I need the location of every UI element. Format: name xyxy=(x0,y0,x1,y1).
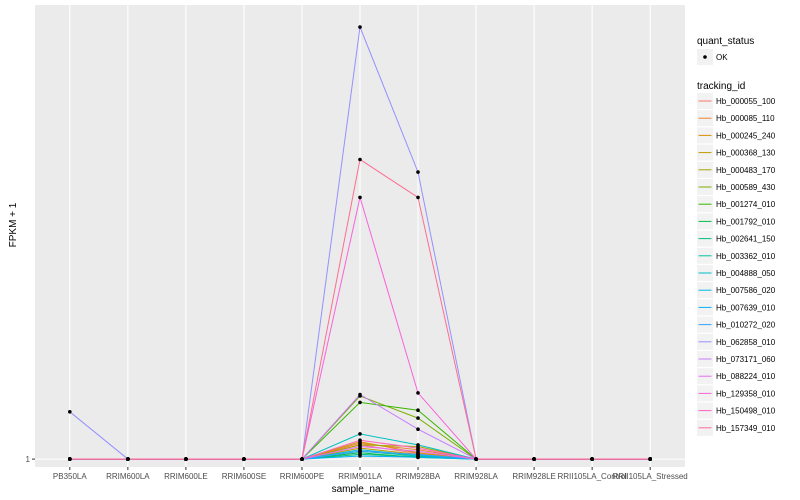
legend-label-series: Hb_062858_010 xyxy=(716,338,776,347)
legend-label-status: OK xyxy=(716,53,728,62)
data-point xyxy=(590,457,594,461)
x-tick-label: PB350LA xyxy=(53,472,87,481)
legend-label-series: Hb_129358_010 xyxy=(716,389,776,398)
data-point xyxy=(242,457,246,461)
x-tick-label: RRIM928LE xyxy=(512,472,556,481)
data-point xyxy=(358,157,362,162)
data-point xyxy=(358,392,362,397)
data-point xyxy=(358,449,362,454)
data-point xyxy=(416,416,420,420)
data-point xyxy=(358,25,362,29)
legend-label-series: Hb_088224_010 xyxy=(716,372,776,381)
legend-label-series: Hb_002641_150 xyxy=(716,235,776,244)
legend-label-series: Hb_000368_130 xyxy=(716,149,776,158)
x-tick-label: RRIM600LA xyxy=(106,472,150,481)
data-point xyxy=(416,443,420,447)
data-point xyxy=(184,457,188,461)
legend-title-quant-status: quant_status xyxy=(697,36,754,47)
data-point xyxy=(532,457,536,461)
data-point xyxy=(416,195,420,200)
data-point xyxy=(358,444,362,449)
legend-label-series: Hb_157349_010 xyxy=(716,424,776,433)
data-point xyxy=(416,408,420,413)
x-tick-label: RRII105LA_Control xyxy=(557,472,627,481)
legend-label-series: Hb_007586_020 xyxy=(716,286,776,295)
legend-label-series: Hb_007639_010 xyxy=(716,303,776,312)
data-points xyxy=(68,25,652,461)
legend-label-series: Hb_150498_010 xyxy=(716,407,776,416)
data-point xyxy=(126,457,130,461)
data-point xyxy=(648,457,652,461)
legend-label-series: Hb_000589_430 xyxy=(716,183,776,192)
y-tick-label: 1 xyxy=(26,455,31,464)
y-axis-ticks: 1 xyxy=(26,455,35,464)
x-tick-label: RRIM600SE xyxy=(222,472,266,481)
data-point xyxy=(358,432,362,436)
data-point xyxy=(416,427,420,432)
gridlines xyxy=(35,5,685,467)
data-point xyxy=(416,452,420,457)
data-point xyxy=(358,195,362,200)
data-point xyxy=(358,400,362,405)
data-point xyxy=(416,455,420,460)
legend-label-series: Hb_000055_100 xyxy=(716,97,776,106)
legend-label-series: Hb_003362_010 xyxy=(716,252,776,261)
x-tick-label: RRIM600LE xyxy=(164,472,208,481)
data-point xyxy=(416,449,420,454)
legend-label-series: Hb_001792_010 xyxy=(716,217,776,226)
x-axis-title: sample_name xyxy=(332,484,395,495)
data-point xyxy=(68,410,72,414)
legend-label-series: Hb_073171_060 xyxy=(716,355,776,364)
data-point xyxy=(300,457,304,461)
legend-label-series: Hb_000483_170 xyxy=(716,166,776,175)
x-tick-label: RRIM928LA xyxy=(454,472,498,481)
x-tick-label: RRIM600PE xyxy=(280,472,324,481)
x-tick-label: RRIM901LA xyxy=(338,472,382,481)
legend-label-series: Hb_001274_010 xyxy=(716,200,776,209)
legend-label-series: Hb_000245_240 xyxy=(716,131,776,140)
x-tick-label: RRIM928BA xyxy=(396,472,441,481)
legend-label-series: Hb_010272_020 xyxy=(716,321,776,330)
data-point xyxy=(358,454,362,458)
x-axis-ticks: PB350LA RRIM600LA RRIM600LE RRIM600SE RRIM60… xyxy=(53,467,688,481)
legend-label-series: Hb_000085_110 xyxy=(716,114,775,123)
legend: quant_status OK tracking_id Hb_000055_10… xyxy=(697,36,776,436)
data-point xyxy=(416,170,420,174)
legend-title-tracking-id: tracking_id xyxy=(697,81,745,92)
data-point xyxy=(416,391,420,395)
data-point xyxy=(358,438,362,443)
data-point xyxy=(68,457,72,461)
y-axis-title: FPKM + 1 xyxy=(8,202,19,247)
data-point xyxy=(474,457,478,461)
data-point xyxy=(416,446,420,450)
legend-key-point xyxy=(703,55,707,59)
legend-label-series: Hb_004888_050 xyxy=(716,269,776,278)
x-tick-label: RRII105LA_Stressed xyxy=(613,472,688,481)
